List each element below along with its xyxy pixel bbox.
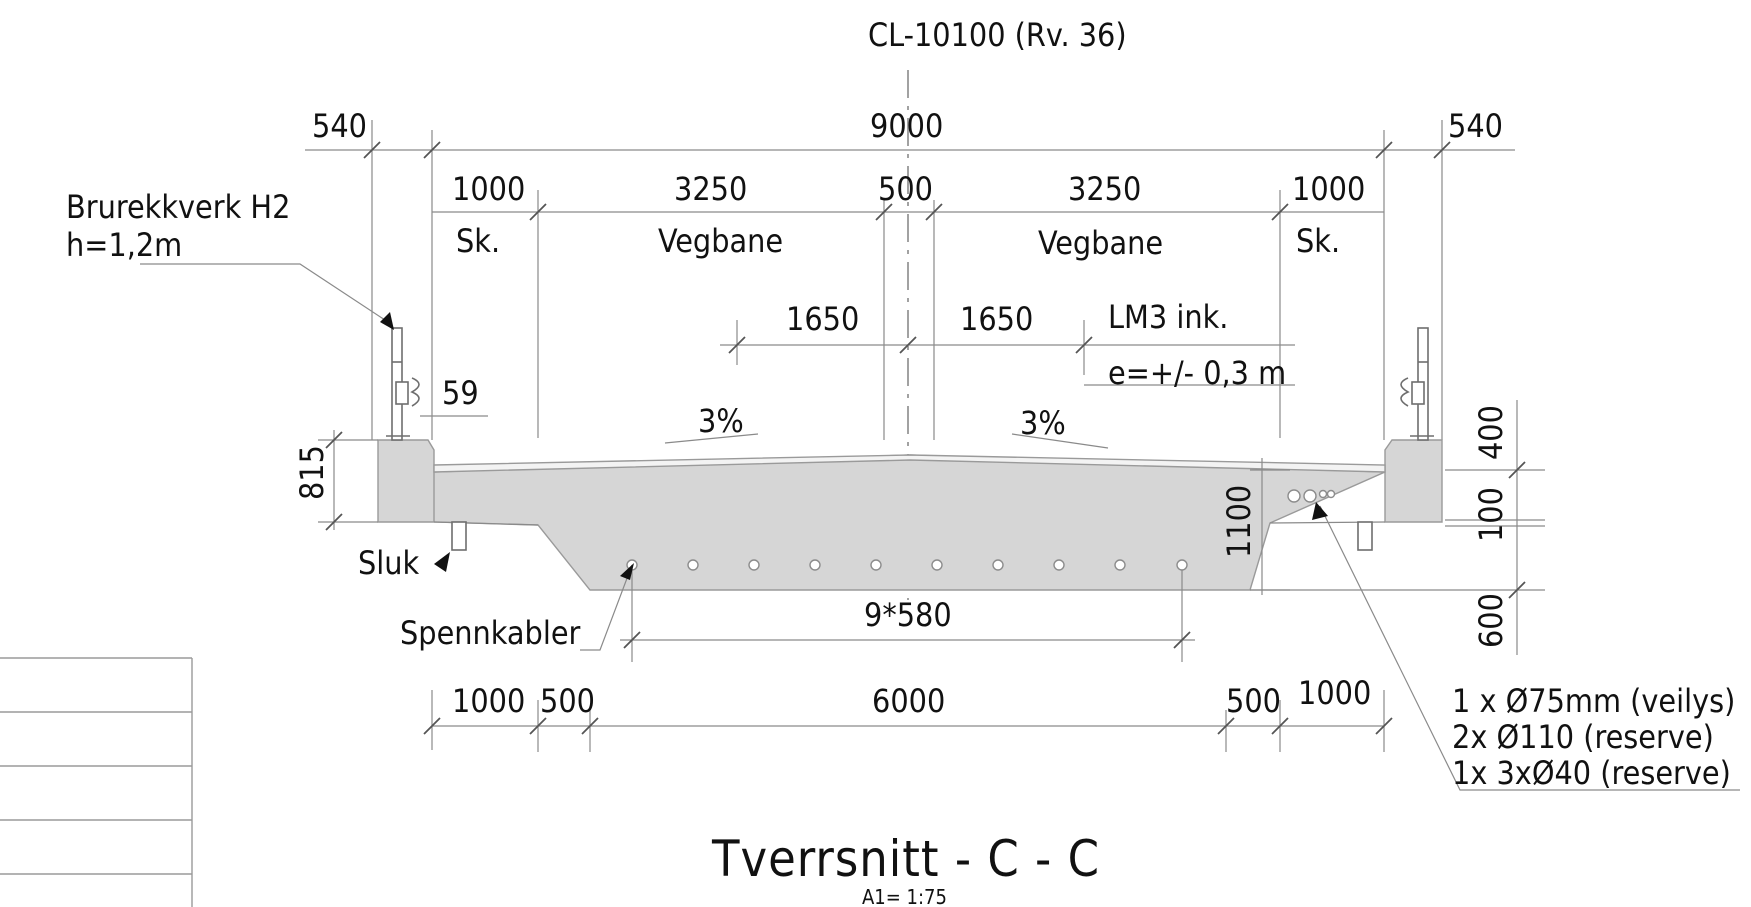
dim-deck-depth: 1100: [1220, 485, 1258, 558]
dim-right-bottom: 600: [1472, 593, 1510, 648]
dim-bottom-left-shoulder: 1000: [452, 682, 525, 720]
left-slope-line: [664, 433, 759, 444]
dim-right-lane: 3250: [1068, 170, 1141, 208]
lane-dimension-line: [432, 190, 1384, 440]
tendon: [1114, 559, 1126, 571]
tendon: [870, 559, 882, 571]
slope-right: 3%: [1020, 404, 1066, 442]
railing-leader: [140, 263, 394, 330]
conduit-group: [1287, 489, 1336, 503]
dim-right-overhang: 540: [1448, 107, 1503, 145]
dim-right-top: 400: [1472, 405, 1510, 460]
slope-left: 3%: [698, 402, 744, 440]
tendon: [1176, 559, 1188, 571]
conduit-line1: 1 x Ø75mm (veilys): [1452, 682, 1735, 720]
dim-59: 59: [442, 374, 479, 412]
dim-left-lane: 3250: [674, 170, 747, 208]
section-scale: A1= 1:75: [862, 885, 947, 907]
section-title: Tverrsnitt - C - C: [711, 830, 1100, 888]
label-right-lane: Vegbane: [1038, 224, 1163, 262]
dim-right-shoulder: 1000: [1292, 170, 1365, 208]
left-railing: [386, 327, 420, 441]
lm3-label: LM3 ink.: [1108, 298, 1228, 336]
deck-wearing-surface: [433, 454, 1386, 473]
title-block-table: [0, 657, 193, 907]
conduit: [1303, 489, 1317, 503]
label-left-lane: Vegbane: [658, 222, 783, 260]
dim-bottom-width: 6000: [872, 682, 945, 720]
conduit: [1326, 489, 1336, 499]
right-railing: [1400, 327, 1434, 441]
conduit: [1287, 489, 1301, 503]
dim-tendon-spacing: 9*580: [864, 596, 952, 634]
tendon: [748, 559, 760, 571]
dim-bottom-right-shoulder: 1000: [1298, 674, 1371, 712]
dim-load-right: 1650: [960, 300, 1033, 338]
centerline-label: CL-10100 (Rv. 36): [868, 16, 1127, 54]
tendon-label: Spennkabler: [400, 614, 581, 652]
conduit-leader: [1312, 502, 1740, 791]
conduit-line2: 2x Ø110 (reserve): [1452, 718, 1714, 756]
edge-height-dimension: [318, 430, 378, 531]
tendon: [687, 559, 699, 571]
railing-label-line1: Brurekkverk H2: [66, 188, 290, 226]
drain-label: Sluk: [358, 544, 420, 582]
drain-leader: [434, 552, 450, 572]
load-dimension-line: [720, 320, 1295, 375]
top-dimension-line: [305, 120, 1515, 440]
right-slope-line: [1011, 433, 1109, 449]
dim-load-left: 1650: [786, 300, 859, 338]
tendon-spacing-dimension: [620, 570, 1195, 662]
conduit-line3: 1x 3xØ40 (reserve): [1452, 754, 1731, 792]
dim-left-shoulder: 1000: [452, 170, 525, 208]
dim-bottom-right-web: 500: [1226, 682, 1281, 720]
tendon: [992, 559, 1004, 571]
label-right-shoulder: Sk.: [1296, 222, 1340, 260]
right-drain-pipe: [1357, 521, 1373, 551]
tendon: [931, 559, 943, 571]
left-drain-pipe: [451, 521, 467, 551]
dim-right-mid: 100: [1472, 487, 1510, 542]
railing-label-line2: h=1,2m: [66, 226, 182, 264]
right-height-dimensions: [1250, 400, 1545, 655]
dim-left-overhang: 540: [312, 107, 367, 145]
tendon: [1053, 559, 1065, 571]
dim-edge-height: 815: [293, 445, 331, 500]
tendon: [809, 559, 821, 571]
dim-total-width: 9000: [870, 107, 943, 145]
dim-bottom-left-web: 500: [540, 682, 595, 720]
bottom-dimension-line: [423, 690, 1393, 752]
label-left-shoulder: Sk.: [456, 222, 500, 260]
lm3-eccentricity: e=+/- 0,3 m: [1108, 354, 1286, 392]
conduit: [1318, 489, 1328, 499]
tendon-leader: [580, 563, 634, 651]
dim-median: 500: [878, 170, 933, 208]
